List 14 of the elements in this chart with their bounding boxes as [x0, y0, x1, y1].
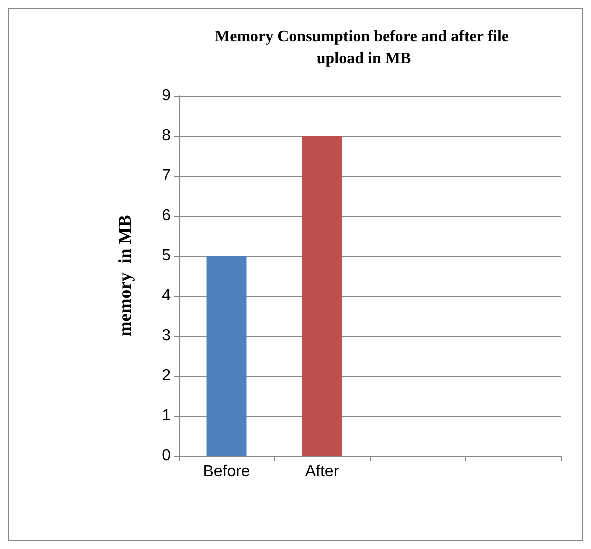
- y-tick-label: 5: [162, 248, 172, 264]
- x-tick-label: Before: [203, 464, 250, 480]
- y-tick-label: 3: [162, 328, 172, 344]
- y-tick-label: 4: [162, 288, 172, 304]
- y-tick-label: 9: [162, 88, 172, 104]
- chart-title: Memory Consumption before and after file upload in MB: [214, 28, 514, 68]
- y-tick-label: 6: [162, 208, 172, 224]
- y-tick-label: 8: [162, 128, 172, 144]
- x-tick-label: After: [305, 464, 340, 480]
- y-axis-title: memory in MB: [115, 215, 135, 337]
- y-tick-label: 0: [162, 448, 172, 464]
- y-tick-label: 7: [162, 168, 172, 184]
- y-tick-label: 1: [162, 408, 172, 424]
- y-tick-label: 2: [162, 368, 172, 384]
